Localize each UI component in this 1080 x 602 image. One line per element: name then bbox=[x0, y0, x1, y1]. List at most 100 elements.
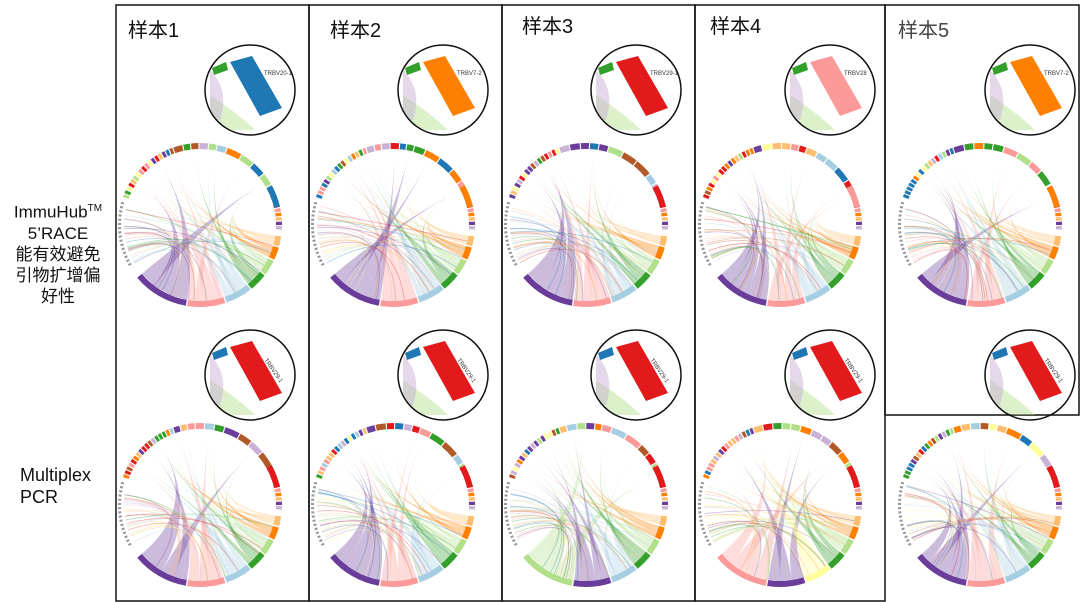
chord-segment-tick bbox=[513, 542, 518, 546]
chord-ribbon bbox=[429, 477, 469, 519]
chord-line bbox=[128, 243, 238, 292]
chord-ribbon bbox=[325, 470, 459, 546]
chord-line bbox=[125, 513, 274, 527]
chord-segment bbox=[945, 149, 951, 157]
chord-segment bbox=[260, 258, 274, 275]
chord-ribbon bbox=[162, 450, 254, 577]
chord-ribbon bbox=[529, 174, 649, 271]
chord-line bbox=[510, 509, 617, 576]
chord-segment bbox=[169, 147, 175, 155]
chord-segment bbox=[144, 442, 151, 450]
column-frame-5 bbox=[884, 4, 1080, 416]
chord-segment bbox=[380, 297, 419, 308]
chord-line bbox=[125, 237, 252, 282]
chord-segment bbox=[126, 466, 134, 472]
chord-line bbox=[909, 518, 1052, 535]
chord-segment bbox=[941, 151, 947, 158]
chord-segment bbox=[917, 553, 967, 586]
chord-line bbox=[907, 241, 960, 296]
chord-ribbon bbox=[551, 157, 601, 301]
chord-line bbox=[513, 241, 613, 297]
sample-5-header: 样本5 bbox=[898, 20, 950, 42]
chord-segment bbox=[321, 182, 328, 189]
chord-line bbox=[318, 516, 456, 549]
chord-line bbox=[129, 525, 208, 581]
chord-line bbox=[515, 245, 619, 295]
chord-segment bbox=[908, 462, 915, 469]
chord-segment bbox=[239, 154, 254, 168]
chord-ribbon bbox=[214, 151, 253, 285]
chord-segment-tick bbox=[311, 231, 315, 234]
chord-segment bbox=[737, 153, 744, 160]
chord-ribbon bbox=[129, 197, 275, 245]
chord-segment-small bbox=[468, 226, 475, 230]
chord-segment bbox=[1027, 271, 1045, 289]
inset-segment-small bbox=[405, 62, 421, 75]
chord-segment bbox=[652, 185, 666, 208]
chord-segment-tick bbox=[506, 201, 511, 205]
chord-segment-small bbox=[274, 487, 281, 493]
chord-line bbox=[126, 517, 263, 550]
chord-segment bbox=[712, 175, 720, 182]
chord-ribbon bbox=[742, 159, 810, 297]
chord-line bbox=[904, 218, 993, 301]
chord-line bbox=[706, 240, 819, 292]
chord-line bbox=[904, 494, 952, 565]
chord-line bbox=[905, 237, 952, 286]
chord-line bbox=[318, 235, 464, 254]
chord-line bbox=[318, 489, 463, 536]
chord-segment bbox=[161, 431, 167, 438]
inset-segment-small bbox=[598, 62, 614, 75]
chord-line bbox=[704, 514, 820, 571]
chord-line bbox=[317, 510, 428, 573]
chord-segment bbox=[183, 143, 191, 151]
chord-segment-small bbox=[1055, 506, 1062, 510]
chord-segment bbox=[984, 143, 993, 150]
chord-segment bbox=[375, 423, 387, 431]
chord-segment-tick bbox=[506, 523, 510, 527]
chord-line bbox=[318, 491, 369, 572]
chord-ribbon bbox=[426, 197, 464, 269]
chord-segment bbox=[530, 442, 537, 450]
chord-segment bbox=[717, 273, 767, 306]
chord-ribbon bbox=[921, 177, 1038, 279]
chord-segment bbox=[804, 284, 831, 303]
chord-segment bbox=[390, 142, 400, 150]
chord-line bbox=[713, 529, 775, 581]
chord-segment bbox=[325, 455, 333, 462]
chord-segment bbox=[417, 284, 444, 303]
chord-segment-tick bbox=[315, 531, 320, 535]
chord-line bbox=[317, 231, 380, 300]
chord-segment-tick bbox=[904, 255, 908, 259]
chord-segment bbox=[767, 297, 806, 307]
chord-segment bbox=[524, 168, 531, 176]
chord-segment-tick bbox=[905, 539, 910, 543]
chord-line bbox=[704, 506, 845, 546]
chord-segment-small bbox=[275, 492, 282, 497]
chord-line bbox=[707, 520, 837, 557]
chord-segment bbox=[362, 147, 368, 155]
chord-segment bbox=[610, 284, 637, 303]
chord-segment bbox=[165, 149, 171, 157]
chord-segment bbox=[461, 525, 472, 540]
zoom-inset-border bbox=[984, 329, 1076, 421]
chord-ribbon bbox=[134, 466, 200, 581]
chord-ribbon bbox=[515, 197, 610, 300]
zoom-inset-label: TRBV20-1 bbox=[264, 71, 293, 77]
chord-line bbox=[907, 237, 1050, 256]
chord-segment-tick bbox=[899, 490, 903, 493]
chord-segment-tick bbox=[312, 205, 317, 209]
chord-line bbox=[124, 514, 209, 581]
chord-line bbox=[708, 243, 822, 290]
chord-segment bbox=[157, 153, 164, 160]
chord-segment bbox=[840, 538, 854, 555]
chord-segment-small bbox=[855, 226, 862, 230]
chord-segment bbox=[138, 448, 145, 456]
zoom-inset-border bbox=[784, 44, 876, 136]
chord-ribbon bbox=[929, 165, 958, 289]
chord-segment-tick bbox=[508, 531, 513, 535]
chord-segment bbox=[366, 145, 375, 154]
chord-segment-tick bbox=[504, 218, 508, 221]
chord-line bbox=[704, 231, 764, 298]
chord-line bbox=[906, 485, 1049, 539]
